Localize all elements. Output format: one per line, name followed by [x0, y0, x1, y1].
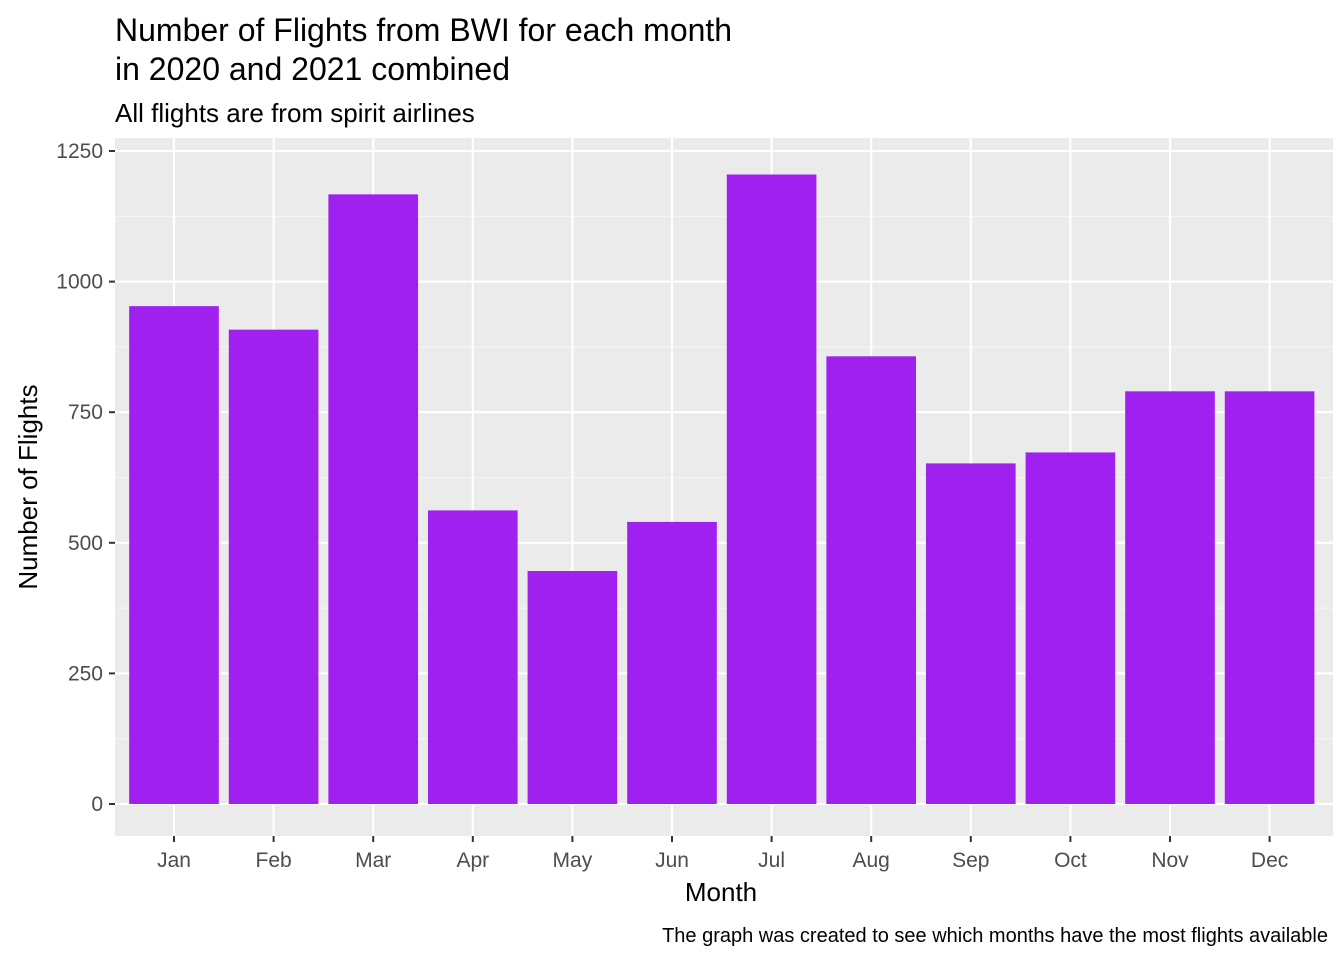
x-tick-label: Sep [952, 849, 989, 872]
y-tick-label: 1250 [56, 140, 103, 163]
x-tick-label: Nov [1151, 849, 1189, 872]
y-tick-label: 250 [68, 662, 103, 685]
chart-title-line-1: Number of Flights from BWI for each mont… [115, 12, 732, 48]
bar-apr [427, 510, 518, 804]
x-tick-label: Mar [355, 849, 391, 872]
bar-feb [228, 329, 319, 804]
x-tick-label: Aug [853, 849, 890, 872]
x-tick-label: Dec [1251, 849, 1288, 872]
chart-title-line-2: in 2020 and 2021 combined [115, 51, 510, 87]
x-axis-title: Month [685, 877, 757, 907]
y-tick-label: 0 [91, 793, 103, 816]
chart-subtitle: All flights are from spirit airlines [115, 98, 475, 128]
bar-dec [1224, 391, 1315, 804]
bars [129, 174, 1315, 805]
bar-may [527, 571, 618, 804]
bar-oct [1025, 452, 1116, 804]
bar-mar [328, 194, 419, 805]
bar-jul [726, 174, 817, 804]
bar-jun [627, 521, 717, 804]
x-axis: Jan Feb Mar Apr May Jun Jul Aug Sep Oct Nov Dec [157, 836, 1288, 872]
x-tick-label: Oct [1054, 849, 1087, 872]
x-tick-label: Jan [157, 849, 191, 872]
y-axis-title: Number of Flights [13, 384, 43, 589]
bar-sep [925, 463, 1016, 804]
bar-nov [1125, 391, 1215, 804]
y-axis: 0 250 500 750 1000 1250 [56, 140, 115, 816]
bar-aug [826, 356, 917, 804]
bar-jan [129, 306, 219, 804]
x-tick-label: Apr [456, 849, 489, 872]
y-tick-label: 1000 [56, 271, 103, 294]
y-tick-label: 750 [68, 401, 103, 424]
x-tick-label: Feb [256, 849, 292, 872]
x-tick-label: Jun [655, 849, 689, 872]
y-tick-label: 500 [68, 532, 103, 555]
x-tick-label: Jul [758, 849, 785, 872]
x-tick-label: May [553, 849, 593, 872]
chart-caption: The graph was created to see which month… [662, 925, 1328, 947]
